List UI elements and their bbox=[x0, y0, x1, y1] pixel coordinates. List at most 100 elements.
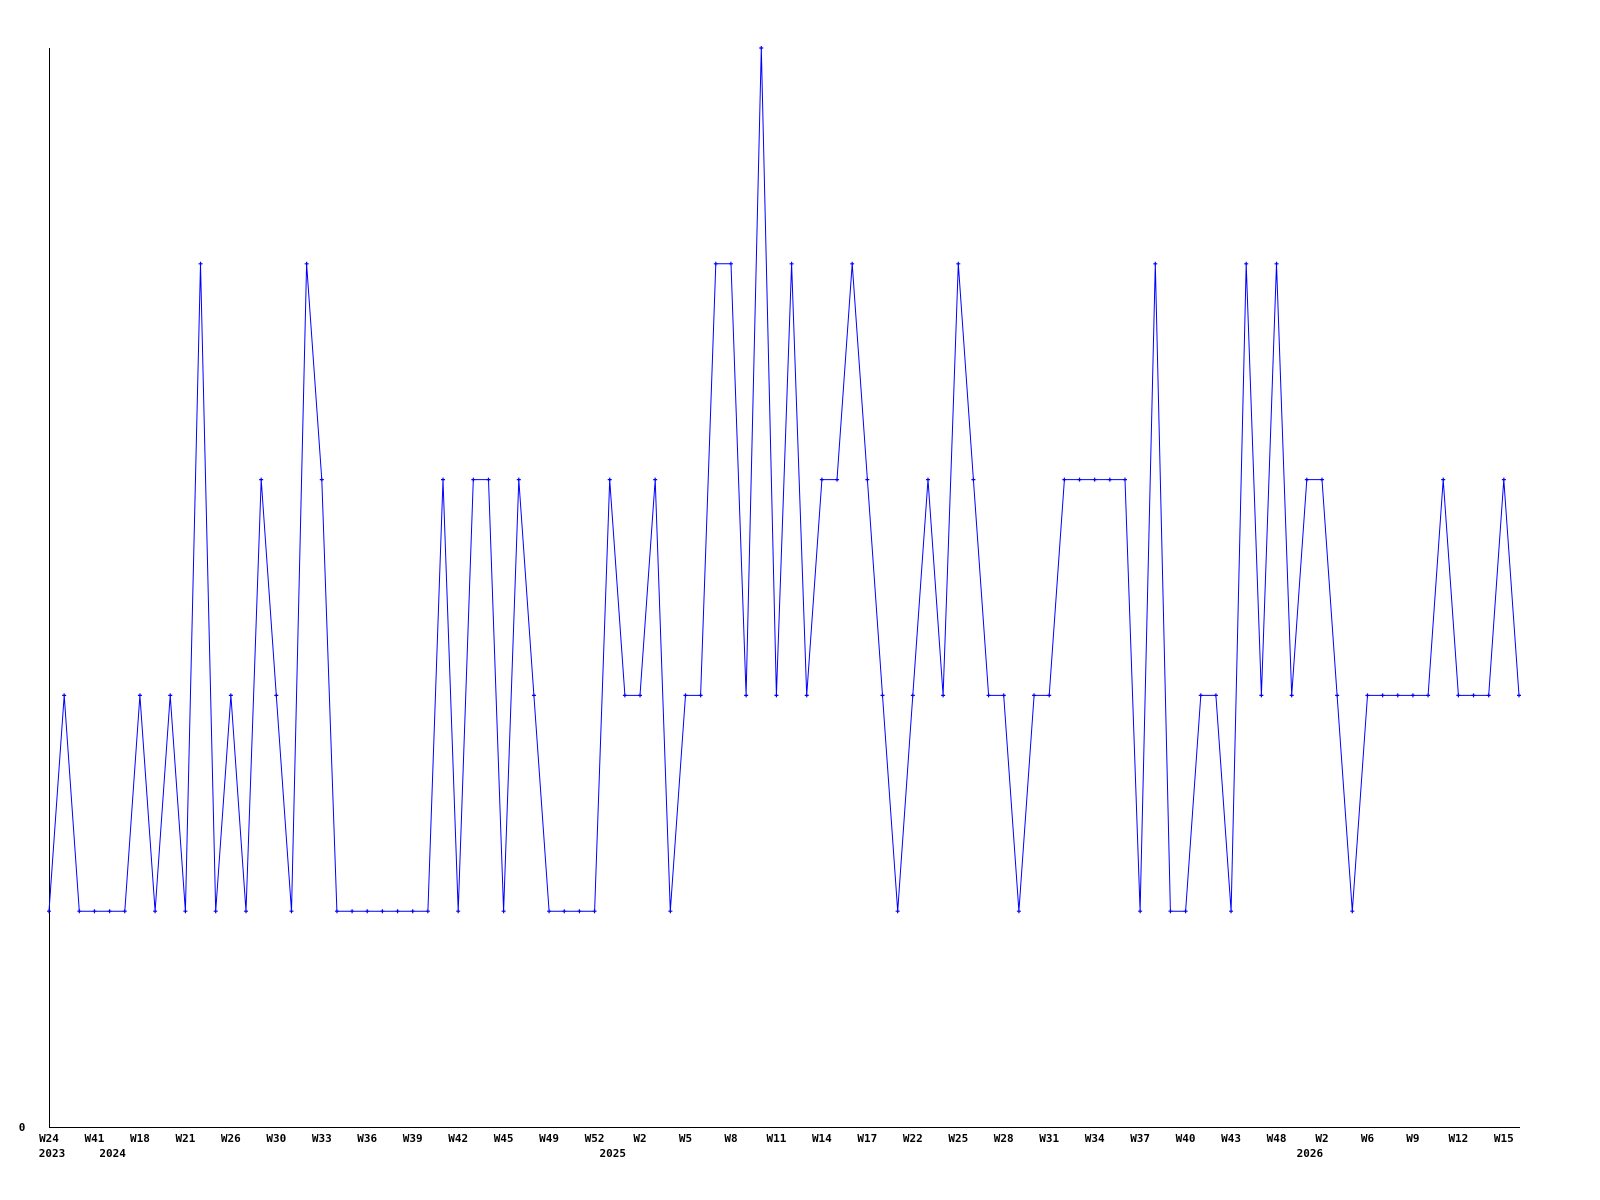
data-point bbox=[137, 693, 142, 698]
data-point bbox=[122, 909, 127, 914]
data-point bbox=[895, 909, 900, 914]
data-point bbox=[1395, 693, 1400, 698]
data-point bbox=[1001, 693, 1006, 698]
x-tick-label: W6 bbox=[1361, 1132, 1375, 1145]
x-tick-label: W28 bbox=[994, 1132, 1014, 1145]
x-tick-label: W42 bbox=[448, 1132, 468, 1145]
x-tick-label: W41 bbox=[85, 1132, 105, 1145]
data-point bbox=[1335, 693, 1340, 698]
data-point bbox=[334, 909, 339, 914]
data-point bbox=[168, 693, 173, 698]
x-tick-label: W39 bbox=[403, 1132, 423, 1145]
data-point bbox=[653, 477, 658, 482]
data-point bbox=[1517, 693, 1521, 698]
data-point bbox=[471, 477, 476, 482]
data-point bbox=[804, 693, 809, 698]
data-point bbox=[1456, 693, 1461, 698]
x-tick-label: W17 bbox=[857, 1132, 877, 1145]
data-point bbox=[1365, 693, 1370, 698]
data-point bbox=[1168, 909, 1173, 914]
x-tick-label: W40 bbox=[1176, 1132, 1196, 1145]
data-point bbox=[1410, 693, 1415, 698]
data-point bbox=[925, 477, 930, 482]
x-tick-label: W5 bbox=[679, 1132, 692, 1145]
data-point bbox=[1441, 477, 1446, 482]
x-tick-label: W36 bbox=[357, 1132, 377, 1145]
data-point bbox=[1122, 477, 1127, 482]
data-point bbox=[1259, 693, 1264, 698]
data-point bbox=[835, 477, 840, 482]
data-point bbox=[986, 693, 991, 698]
x-tick-label: W2 bbox=[1315, 1132, 1328, 1145]
x-tick-label: W11 bbox=[766, 1132, 786, 1145]
data-point bbox=[1062, 477, 1067, 482]
data-point bbox=[531, 693, 536, 698]
data-point bbox=[941, 693, 946, 698]
data-point bbox=[728, 261, 733, 266]
data-point bbox=[713, 261, 718, 266]
x-tick-label: W21 bbox=[175, 1132, 195, 1145]
data-point bbox=[441, 477, 446, 482]
data-point bbox=[1198, 693, 1203, 698]
data-point bbox=[410, 909, 415, 914]
data-point bbox=[77, 909, 82, 914]
data-point bbox=[1153, 261, 1158, 266]
x-tick-label: W2 bbox=[633, 1132, 646, 1145]
data-point bbox=[183, 909, 188, 914]
data-point bbox=[1471, 693, 1476, 698]
data-point bbox=[1380, 693, 1385, 698]
data-point bbox=[1032, 693, 1037, 698]
data-point bbox=[850, 261, 855, 266]
data-point bbox=[577, 909, 582, 914]
data-point bbox=[274, 693, 279, 698]
data-point bbox=[1183, 909, 1188, 914]
data-point bbox=[971, 477, 976, 482]
data-point bbox=[956, 261, 961, 266]
data-point bbox=[683, 693, 688, 698]
data-point bbox=[1244, 261, 1249, 266]
data-point bbox=[1319, 477, 1324, 482]
x-tick-label: W45 bbox=[494, 1132, 514, 1145]
x-tick-label: W43 bbox=[1221, 1132, 1241, 1145]
x-tick-label: W25 bbox=[948, 1132, 968, 1145]
data-point bbox=[1486, 693, 1491, 698]
data-point bbox=[1304, 477, 1309, 482]
data-point bbox=[486, 477, 491, 482]
data-point bbox=[668, 909, 673, 914]
data-point bbox=[592, 909, 597, 914]
data-point bbox=[319, 477, 324, 482]
x-tick-label: W14 bbox=[812, 1132, 832, 1145]
data-point bbox=[62, 693, 67, 698]
data-point bbox=[547, 909, 552, 914]
data-point bbox=[259, 477, 264, 482]
data-point bbox=[107, 909, 112, 914]
x-year-label: 2024 bbox=[99, 1147, 126, 1160]
data-point bbox=[607, 477, 612, 482]
data-point bbox=[244, 909, 249, 914]
x-tick-label: W37 bbox=[1130, 1132, 1150, 1145]
x-tick-label: W26 bbox=[221, 1132, 241, 1145]
data-point bbox=[638, 693, 643, 698]
data-point bbox=[198, 261, 203, 266]
data-point bbox=[744, 693, 749, 698]
x-tick-label: W34 bbox=[1085, 1132, 1105, 1145]
x-tick-label: W30 bbox=[266, 1132, 286, 1145]
x-tick-label: W24 bbox=[39, 1132, 59, 1145]
data-point bbox=[562, 909, 567, 914]
x-tick-label: W52 bbox=[585, 1132, 605, 1145]
data-point bbox=[213, 909, 218, 914]
data-point bbox=[380, 909, 385, 914]
data-point bbox=[153, 909, 158, 914]
data-point bbox=[1229, 909, 1234, 914]
data-point bbox=[501, 909, 506, 914]
data-point bbox=[1016, 909, 1021, 914]
series-line bbox=[48, 47, 1520, 912]
data-point bbox=[759, 46, 764, 50]
data-point bbox=[92, 909, 97, 914]
x-year-label: 2025 bbox=[599, 1147, 626, 1160]
data-point bbox=[1289, 693, 1294, 698]
data-point bbox=[1350, 909, 1355, 914]
data-point bbox=[1077, 477, 1082, 482]
x-tick-label: W33 bbox=[312, 1132, 332, 1145]
data-point bbox=[1138, 909, 1143, 914]
